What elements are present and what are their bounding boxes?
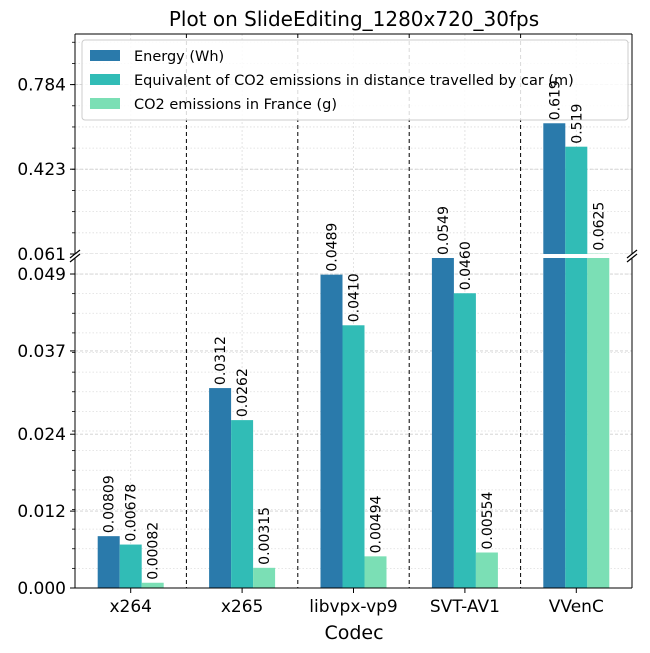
bar bbox=[119, 544, 142, 588]
data-label: 0.00678 bbox=[124, 484, 140, 542]
legend-box bbox=[81, 39, 629, 121]
bar bbox=[141, 582, 164, 588]
axis-break-mark bbox=[626, 253, 638, 263]
bar bbox=[364, 556, 387, 588]
axis-break-mark bbox=[69, 249, 81, 259]
data-label: 0.0410 bbox=[347, 273, 363, 322]
legend: Energy (Wh) Equivalent of CO2 emissions i… bbox=[81, 39, 629, 121]
bar bbox=[475, 552, 498, 588]
bar bbox=[320, 274, 343, 588]
y-tick-label: 0.037 bbox=[17, 342, 66, 362]
legend-swatch bbox=[90, 50, 120, 61]
data-label: 0.0549 bbox=[436, 206, 452, 255]
x-tick-label: libvpx-vp9 bbox=[309, 597, 398, 617]
data-label: 0.00554 bbox=[480, 492, 496, 550]
bar bbox=[587, 258, 610, 588]
y-tick-label: 0.061 bbox=[17, 245, 66, 265]
bar bbox=[97, 536, 120, 588]
bar bbox=[453, 293, 476, 588]
bar bbox=[209, 388, 232, 588]
bar bbox=[342, 325, 365, 588]
axis-break-mark bbox=[69, 253, 81, 263]
bar bbox=[543, 123, 566, 255]
data-label: 0.0262 bbox=[235, 368, 251, 417]
bar bbox=[253, 567, 276, 588]
data-label: 0.00315 bbox=[257, 507, 273, 565]
x-tick-label: VVenC bbox=[549, 597, 604, 617]
y-tick-label: 0.024 bbox=[17, 425, 66, 445]
legend-entry: CO2 emissions in France (g) bbox=[134, 97, 337, 113]
x-tick-label: x264 bbox=[109, 597, 152, 617]
data-label: 0.0489 bbox=[325, 223, 341, 272]
bar bbox=[565, 146, 588, 254]
x-tick-label: SVT-AV1 bbox=[430, 597, 500, 617]
data-label: 0.0625 bbox=[591, 202, 607, 251]
data-label: 0.0460 bbox=[458, 241, 474, 290]
bar bbox=[431, 258, 454, 588]
data-label: 0.00494 bbox=[369, 495, 385, 553]
data-label: 0.00809 bbox=[102, 475, 118, 533]
bar bbox=[231, 420, 254, 588]
legend-entry: Energy (Wh) bbox=[134, 49, 224, 65]
x-axis-title: Codec bbox=[324, 622, 383, 644]
y-tick-label: 0.049 bbox=[17, 265, 66, 285]
legend-swatch bbox=[90, 74, 120, 85]
chart-title: Plot on SlideEditing_1280x720_30fps bbox=[169, 7, 539, 31]
legend-entry: Equivalent of CO2 emissions in distance … bbox=[134, 73, 574, 89]
lower-axes-panel: 0.000 0.012 0.024 0.037 0.049 x264 x265 libvpx-… bbox=[17, 258, 633, 617]
x-tick-label: x265 bbox=[221, 597, 264, 617]
bar bbox=[543, 258, 566, 588]
data-label: 0.00082 bbox=[146, 522, 162, 580]
legend-swatch bbox=[90, 98, 120, 109]
data-label: 0.619 bbox=[547, 80, 563, 120]
y-tick-label: 0.423 bbox=[17, 160, 66, 180]
axis-break-mark bbox=[626, 249, 638, 259]
data-label: 0.0312 bbox=[213, 336, 229, 385]
bar bbox=[565, 258, 588, 588]
axis-break-gap bbox=[74, 254, 633, 258]
y-tick-label: 0.784 bbox=[17, 76, 66, 96]
y-tick-label: 0.012 bbox=[17, 502, 66, 522]
data-label: 0.519 bbox=[569, 104, 585, 144]
y-tick-label: 0.000 bbox=[17, 579, 66, 599]
